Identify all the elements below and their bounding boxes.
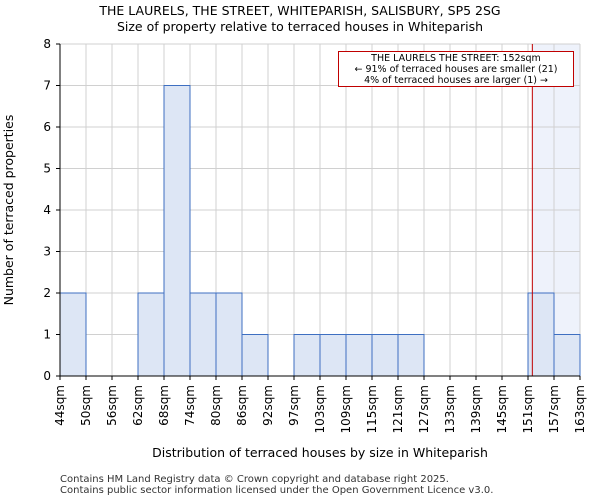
- x-tick-label: 109sqm: [339, 385, 353, 433]
- x-tick-label: 115sqm: [365, 385, 379, 433]
- property-annotation-box: THE LAURELS THE STREET: 152sqm ← 91% of …: [338, 51, 574, 87]
- x-axis-title: Distribution of terraced houses by size …: [152, 445, 488, 460]
- x-tick-label: 97sqm: [287, 385, 301, 426]
- y-tick-label: 5: [43, 162, 51, 176]
- histogram-bar: [397, 334, 425, 377]
- x-tick-label: 139sqm: [469, 385, 483, 433]
- y-tick-label: 0: [43, 369, 51, 383]
- histogram-bar: [553, 334, 581, 377]
- histogram-bar: [163, 85, 191, 377]
- x-tick-label: 80sqm: [209, 385, 223, 426]
- x-tick-label: 86sqm: [235, 385, 249, 426]
- footer-licence: Contains public sector information licen…: [60, 485, 494, 496]
- annotation-line-3: 4% of terraced houses are larger (1) →: [364, 75, 548, 86]
- footer-copyright: Contains HM Land Registry data © Crown c…: [60, 474, 449, 485]
- histogram-bar: [59, 292, 87, 377]
- histogram-bar: [371, 334, 399, 377]
- chart-title: THE LAURELS, THE STREET, WHITEPARISH, SA…: [99, 3, 501, 18]
- x-tick-label: 103sqm: [313, 385, 327, 433]
- histogram-bar: [293, 334, 321, 377]
- y-tick-label: 2: [43, 286, 51, 300]
- x-tick-label: 62sqm: [131, 385, 145, 426]
- x-tick-label: 145sqm: [495, 385, 509, 433]
- y-axis-title: Number of terraced properties: [1, 115, 16, 306]
- x-tick-label: 163sqm: [573, 385, 587, 433]
- x-tick-label: 151sqm: [521, 385, 535, 433]
- y-tick-label: 1: [43, 328, 51, 342]
- annotation-line-2: ← 91% of terraced houses are smaller (21…: [354, 64, 558, 75]
- y-tick-label: 6: [43, 120, 51, 134]
- histogram-bar: [345, 334, 373, 377]
- chart-subtitle: Size of property relative to terraced ho…: [116, 19, 484, 34]
- histogram-bar: [215, 292, 243, 377]
- histogram-bar: [137, 292, 165, 377]
- y-tick-label: 7: [43, 79, 51, 93]
- y-tick-label: 4: [43, 203, 51, 217]
- annotation-line-1: THE LAURELS THE STREET: 152sqm: [371, 53, 541, 64]
- x-tick-label: 157sqm: [547, 385, 561, 433]
- x-tick-label: 56sqm: [105, 385, 119, 426]
- histogram-bar: [319, 334, 347, 377]
- x-tick-label: 92sqm: [261, 385, 275, 426]
- x-tick-label: 127sqm: [417, 385, 431, 433]
- x-tick-label: 133sqm: [443, 385, 457, 433]
- histogram-chart: 0 1 2 3 4 5 6 7 8 44sqm 50sqm 56sqm 62sqm 68sqm 74sqm 8…: [1, 37, 587, 460]
- x-tick-label: 121sqm: [391, 385, 405, 433]
- y-tick-label: 3: [43, 245, 51, 259]
- x-tick-label: 68sqm: [157, 385, 171, 426]
- x-tick-label: 74sqm: [183, 385, 197, 426]
- histogram-bar: [241, 334, 269, 377]
- x-tick-label: 50sqm: [79, 385, 93, 426]
- x-tick-label: 44sqm: [53, 385, 67, 426]
- y-tick-label: 8: [43, 37, 51, 51]
- histogram-bar: [189, 292, 217, 377]
